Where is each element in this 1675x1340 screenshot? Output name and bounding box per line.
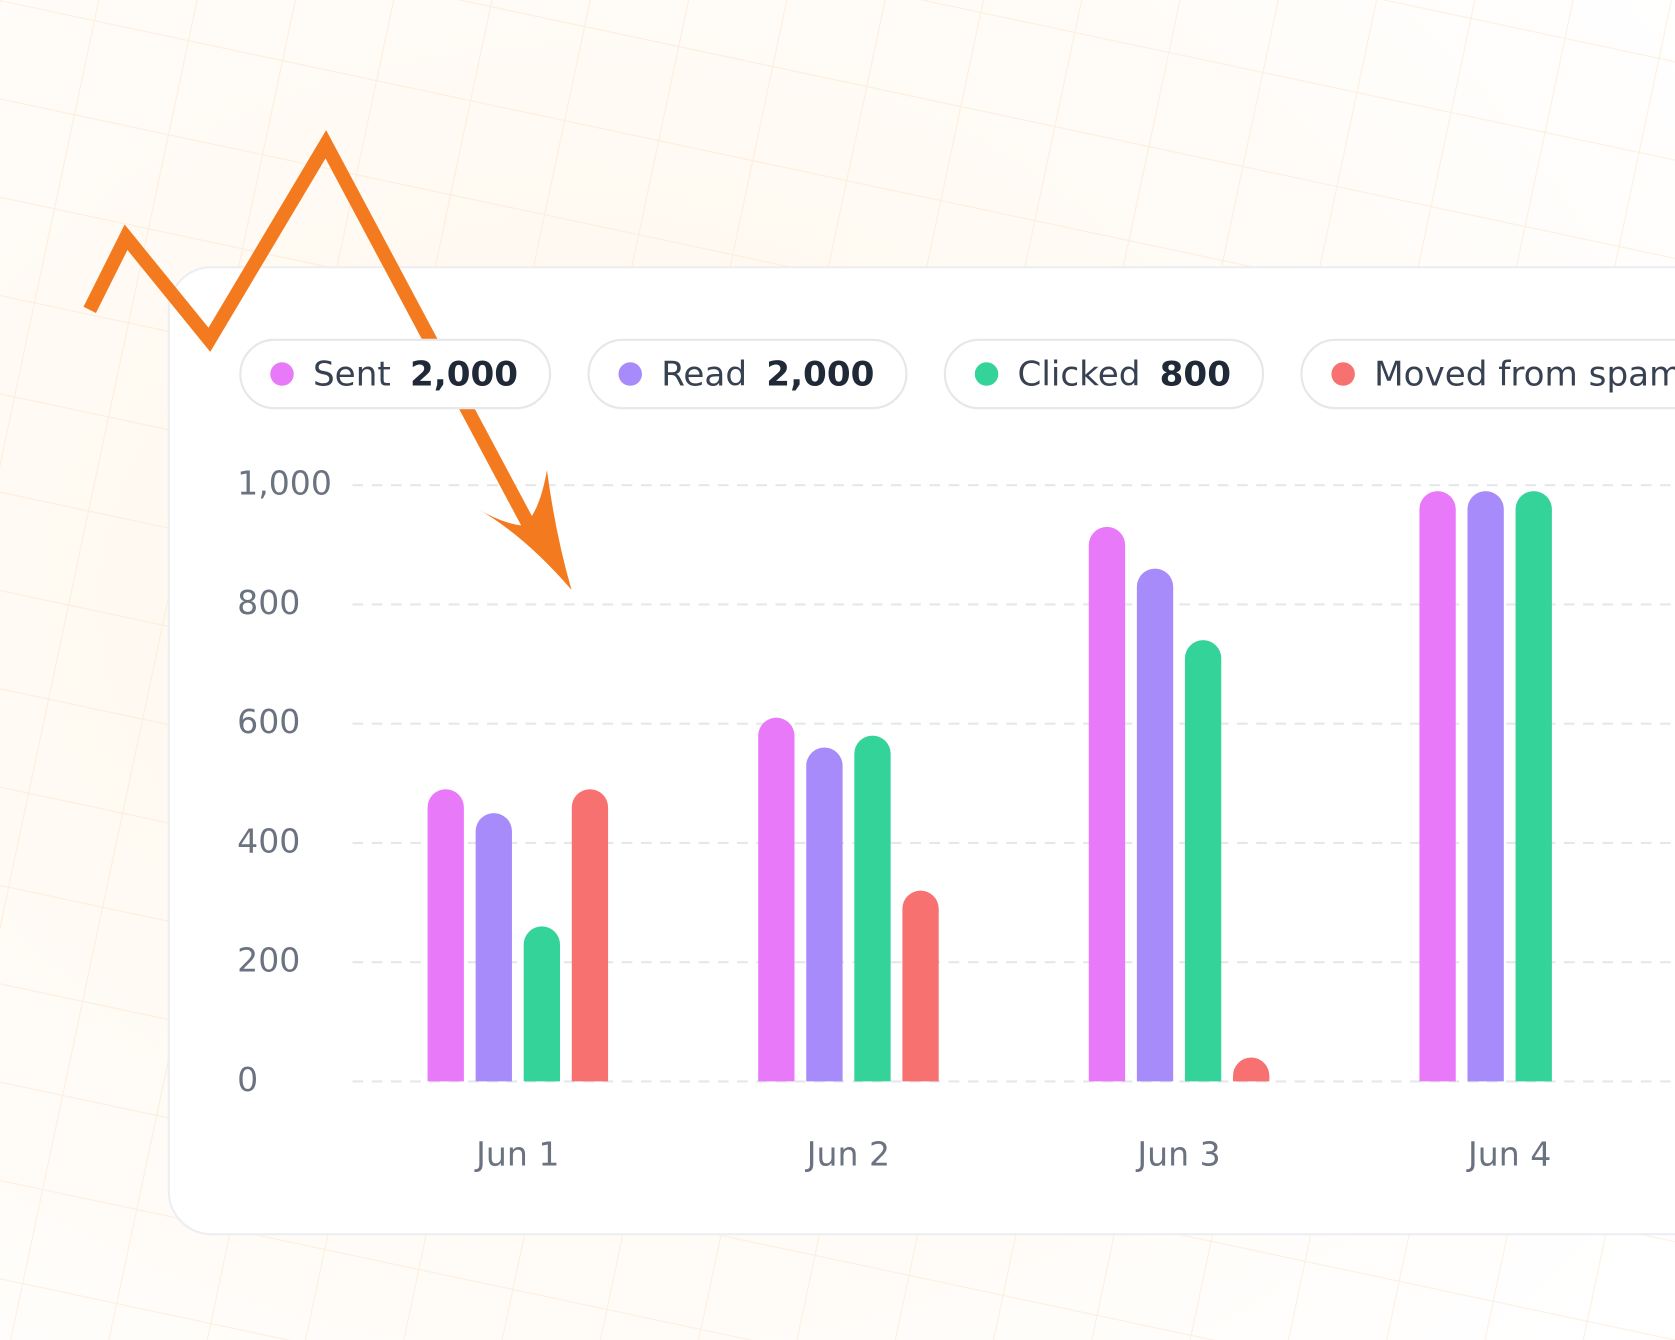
bar [1088, 526, 1126, 1082]
legend-name: Sent [313, 355, 391, 395]
y-tick-label: 200 [237, 941, 300, 980]
bar [806, 747, 843, 1082]
bar [1184, 640, 1222, 1082]
bar [1515, 491, 1552, 1082]
y-tick-label: 600 [237, 702, 300, 741]
legend-value: 2,000 [766, 355, 874, 395]
y-tick-label: 0 [237, 1060, 258, 1099]
bar [1233, 1057, 1270, 1082]
bar [427, 789, 464, 1082]
bar [475, 813, 512, 1082]
legend-item: Clicked 800 [943, 338, 1265, 410]
legend-pill [1300, 338, 1675, 410]
bar [758, 717, 795, 1082]
y-tick-label: 800 [237, 583, 300, 622]
legend-item: Sent 2,000 [239, 338, 552, 410]
legend-value: 2,000 [410, 355, 518, 395]
arrow-line [83, 130, 546, 549]
legend-pill [239, 338, 552, 410]
bar [1419, 491, 1456, 1082]
trend-arrow [83, 130, 572, 590]
y-tick-label: 400 [237, 821, 300, 860]
plot: 0 200 400 600 800 1,000 Jun 1 Jun 2 Jun 3 Jun 4 [237, 464, 1675, 1174]
bar [902, 890, 939, 1082]
legend-item: Moved from spam [1300, 338, 1675, 410]
bar [1136, 568, 1174, 1082]
bar [523, 926, 561, 1082]
legend-value: 800 [1160, 355, 1231, 395]
bar [854, 735, 891, 1082]
legend-name: Moved from spam [1374, 355, 1675, 395]
legend: Sent 2,000 Read 2,000 Clicked 800 Moved from s… [239, 338, 1675, 410]
legend-pill [943, 338, 1265, 410]
legend-dot [974, 362, 999, 386]
legend-dot [618, 362, 642, 386]
legend-item: Read 2,000 [587, 338, 908, 410]
x-tick-label: Jun 2 [805, 1135, 890, 1174]
bar [1467, 491, 1504, 1082]
arrow-head [475, 470, 572, 590]
legend-name: Clicked [1018, 355, 1141, 395]
x-tick-label: Jun 1 [474, 1135, 559, 1174]
legend-name: Read [661, 355, 747, 395]
y-tick-label: 1,000 [237, 464, 332, 503]
bar [571, 789, 609, 1082]
x-tick-label: Jun 3 [1135, 1135, 1220, 1174]
legend-pill [587, 338, 908, 410]
x-tick-label: Jun 4 [1466, 1135, 1551, 1174]
legend-dot [1331, 362, 1355, 386]
legend-dot [270, 362, 294, 386]
